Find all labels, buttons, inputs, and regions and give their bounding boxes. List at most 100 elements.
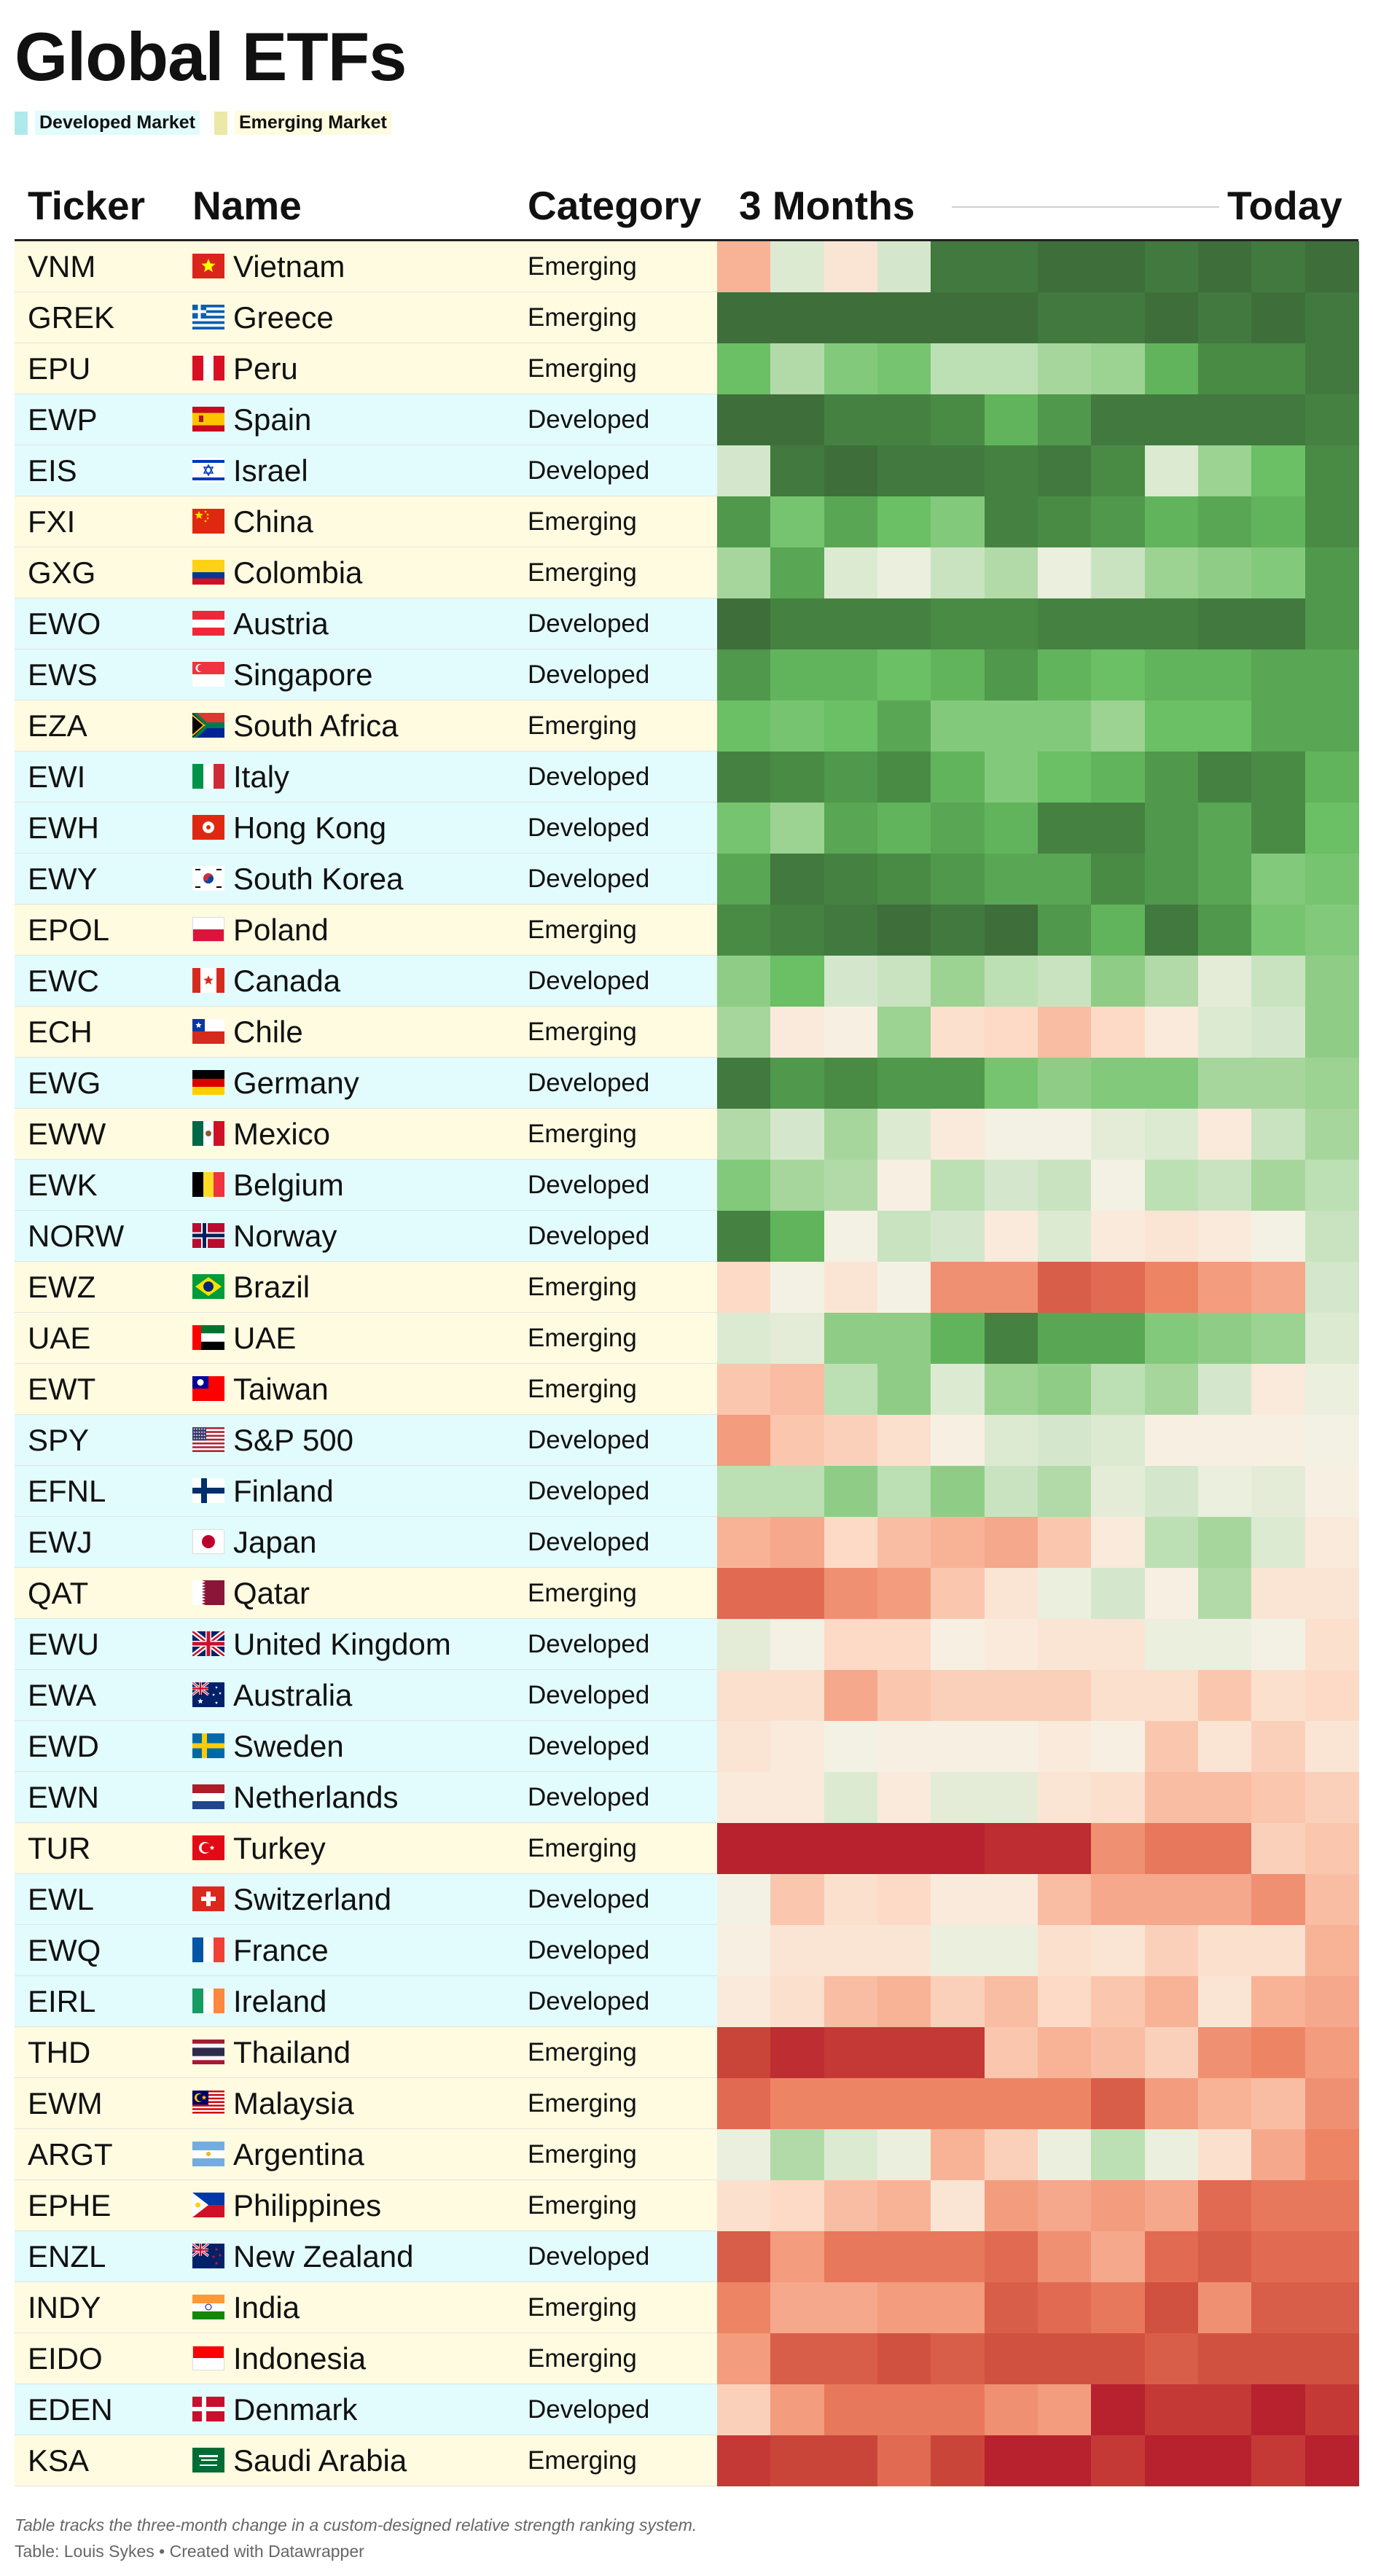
heatmap-cell	[1038, 854, 1092, 905]
table-row[interactable]: EWP Spain Developed	[15, 394, 1359, 445]
table-row[interactable]: EWM Malaysia Emerging	[15, 2078, 1359, 2129]
heatmap-cell	[824, 1415, 878, 1466]
table-row[interactable]: SPY S&P 500 Developed	[15, 1415, 1359, 1466]
heatmap-row	[717, 1466, 1359, 1517]
table-row[interactable]: EDEN Denmark Developed	[15, 2384, 1359, 2435]
heatmap-cell	[770, 1823, 825, 1874]
ticker-cell: ARGT	[28, 2137, 113, 2171]
heatmap-cell	[717, 1262, 771, 1313]
table-row[interactable]: EWI Italy Developed	[15, 752, 1359, 803]
heatmap-cell	[1144, 1925, 1199, 1976]
malaysia-flag-icon	[192, 2091, 224, 2115]
heatmap-cell	[824, 292, 878, 343]
heatmap-cell	[717, 1874, 771, 1925]
ticker-cell: THD	[28, 2035, 91, 2069]
table-row[interactable]: EWS Singapore Developed	[15, 649, 1359, 700]
heatmap-cell	[1038, 1670, 1092, 1721]
table-row[interactable]: FXI China Emerging	[15, 496, 1359, 547]
table-row[interactable]: EWN Netherlands Developed	[15, 1772, 1359, 1823]
heatmap-cell	[1304, 2129, 1359, 2180]
table-row[interactable]: EWZ Brazil Emerging	[15, 1262, 1359, 1313]
ticker-cell: EWP	[28, 402, 98, 437]
heatmap-cell	[877, 2180, 931, 2231]
heatmap-cell	[770, 752, 825, 803]
heatmap-cell	[1304, 1262, 1359, 1313]
table-row[interactable]: ARGT Argentina Emerging	[15, 2129, 1359, 2180]
table-row[interactable]: EWW Mexico Emerging	[15, 1109, 1359, 1160]
header-category[interactable]: Category	[528, 183, 702, 228]
table-row[interactable]: EWT Taiwan Emerging	[15, 1364, 1359, 1415]
ticker-cell: EWT	[28, 1372, 96, 1406]
name-cell: Malaysia	[233, 2086, 354, 2120]
header-name[interactable]: Name	[192, 183, 302, 228]
ticker-cell: EWC	[28, 964, 99, 998]
table-row[interactable]: EIRL Ireland Developed	[15, 1976, 1359, 2027]
table-row[interactable]: EWK Belgium Developed	[15, 1160, 1359, 1211]
heatmap-cell	[1304, 1925, 1359, 1976]
heatmap-cell	[984, 956, 1038, 1007]
table-row[interactable]: EWL Switzerland Developed	[15, 1874, 1359, 1925]
table-row[interactable]: EWJ Japan Developed	[15, 1517, 1359, 1568]
table-row[interactable]: EPHE Philippines Emerging	[15, 2180, 1359, 2231]
heatmap-cell	[1091, 1415, 1146, 1466]
heatmap-cell	[1304, 1721, 1359, 1772]
table-row[interactable]: GREK Greece Emerging	[15, 292, 1359, 343]
table-description: Table tracks the three-month change in a…	[15, 2515, 697, 2534]
table-row[interactable]: EWD Sweden Developed	[15, 1721, 1359, 1772]
table-row[interactable]: QAT Qatar Emerging	[15, 1568, 1359, 1619]
heatmap-row	[717, 2333, 1359, 2384]
header-start-period: 3 Months	[739, 183, 915, 228]
ticker-cell: EIRL	[28, 1984, 96, 2018]
table-row[interactable]: EWA Australia Developed	[15, 1670, 1359, 1721]
table-row[interactable]: KSA Saudi Arabia Emerging	[15, 2435, 1359, 2486]
table-row[interactable]: EWG Germany Developed	[15, 1058, 1359, 1109]
table-row[interactable]: ECH Chile Emerging	[15, 1007, 1359, 1058]
table-row[interactable]: EWU United Kingdom Developed	[15, 1619, 1359, 1670]
table-row[interactable]: TUR Turkey Emerging	[15, 1823, 1359, 1874]
table-row[interactable]: EIDO Indonesia Emerging	[15, 2333, 1359, 2384]
table-row[interactable]: UAE UAE Emerging	[15, 1313, 1359, 1364]
table-row[interactable]: EZA South Africa Emerging	[15, 700, 1359, 752]
heatmap-cell	[1144, 1976, 1199, 2027]
heatmap-cell	[877, 1058, 931, 1109]
table-row[interactable]: VNM Vietnam Emerging	[15, 241, 1359, 292]
table-row[interactable]: GXG Colombia Emerging	[15, 547, 1359, 598]
heatmap-cell	[1038, 956, 1092, 1007]
heatmap-cell	[1198, 700, 1252, 752]
table-row[interactable]: EFNL Finland Developed	[15, 1466, 1359, 1517]
heatmap-cell	[931, 803, 985, 854]
table-row[interactable]: EWC Canada Developed	[15, 956, 1359, 1007]
table-row[interactable]: EWO Austria Developed	[15, 598, 1359, 649]
heatmap-cell	[824, 1109, 878, 1160]
category-cell: Emerging	[528, 1018, 637, 1046]
heatmap-cell	[984, 1772, 1038, 1823]
table-row[interactable]: THD Thailand Emerging	[15, 2027, 1359, 2078]
heatmap-cell	[824, 649, 878, 700]
heatmap-cell	[717, 1976, 771, 2027]
heatmap-cell	[1091, 2384, 1146, 2435]
heatmap-cell	[1091, 598, 1146, 649]
table-row[interactable]: EPOL Poland Emerging	[15, 905, 1359, 956]
heatmap-cell	[1251, 2129, 1306, 2180]
uk-flag-icon	[192, 1631, 224, 1656]
heatmap-cell	[1198, 1874, 1252, 1925]
table-row[interactable]: INDY India Emerging	[15, 2282, 1359, 2333]
heatmap-cell	[1144, 1058, 1199, 1109]
header-ticker[interactable]: Ticker	[28, 183, 146, 228]
heatmap-cell	[717, 547, 771, 598]
table-row[interactable]: EWQ France Developed	[15, 1925, 1359, 1976]
heatmap-cell	[770, 956, 825, 1007]
heatmap-cell	[824, 2435, 878, 2486]
table-row[interactable]: EIS Israel Developed	[15, 445, 1359, 496]
ticker-cell: EWZ	[28, 1270, 96, 1304]
table-row[interactable]: EWH Hong Kong Developed	[15, 803, 1359, 854]
table-row[interactable]: NORW Norway Developed	[15, 1211, 1359, 1262]
heatmap-cell	[1091, 854, 1146, 905]
heatmap-cell	[1091, 1160, 1146, 1211]
ticker-cell: EWH	[28, 811, 99, 845]
table-row[interactable]: ENZL New Zealand Developed	[15, 2231, 1359, 2282]
table-row[interactable]: EWY South Korea Developed	[15, 854, 1359, 905]
qatar-flag-icon	[192, 1580, 224, 1605]
heatmap-cell	[877, 241, 931, 292]
table-row[interactable]: EPU Peru Emerging	[15, 343, 1359, 394]
